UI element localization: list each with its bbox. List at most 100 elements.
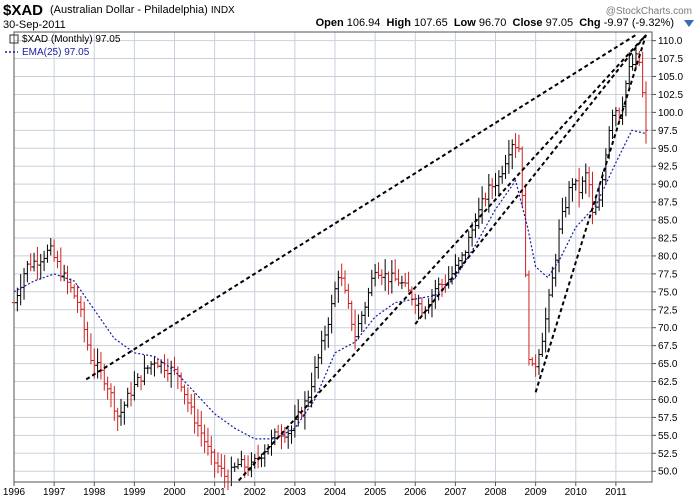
chart-symbol: $XAD: [3, 2, 44, 19]
ohlc-bar: [202, 424, 207, 453]
ohlc-bar: [643, 81, 648, 144]
ohlc-bar: [68, 278, 73, 293]
y-tick-label: 102.5: [658, 90, 683, 101]
y-tick-label: 90.0: [658, 180, 678, 191]
y-tick-label: 50.0: [658, 467, 678, 478]
high-value: 107.65: [414, 17, 448, 29]
ohlc-bar: [18, 273, 23, 306]
ohlc-bar: [302, 391, 307, 430]
legend-ema-label: EMA(25) 97.05: [22, 47, 90, 58]
close-value: 97.05: [545, 17, 574, 29]
y-tick-label: 92.5: [658, 162, 678, 173]
ohlc-bar: [553, 253, 558, 287]
ohlc-bar: [205, 427, 210, 456]
instrument-name: (Australian Dollar - Philadelphia): [50, 4, 208, 16]
x-tick-label: 1998: [83, 487, 106, 498]
ohlc-bar: [530, 357, 535, 367]
trendline: [534, 34, 647, 393]
ohlc-bar: [179, 372, 184, 392]
y-axis: 50.0 52.5 55.0 57.5 60.0 62.5 65.0 67.5 70.0 72.5…: [652, 36, 683, 478]
y-tick-label: 77.5: [658, 269, 678, 280]
ohlc-bar: [623, 80, 628, 117]
x-tick-label: 1997: [43, 487, 66, 498]
ohlc-bar: [169, 360, 174, 388]
x-tick-label: 2010: [565, 487, 588, 498]
ohlc-bar: [45, 244, 50, 263]
ohlc-bar: [533, 354, 538, 377]
ohlc-bar: [38, 253, 43, 280]
ema-line: [13, 129, 647, 440]
trendlines: [85, 34, 647, 482]
ohlc-bar: [105, 376, 110, 400]
ohlc-bar: [145, 365, 150, 374]
y-tick-label: 72.5: [658, 305, 678, 316]
ohlc-bar: [563, 196, 568, 218]
y-tick-label: 107.5: [658, 54, 683, 65]
ohlc-bar: [112, 385, 117, 421]
ohlc-bar: [403, 272, 408, 288]
ohlc-bar: [433, 279, 438, 309]
y-tick-label: 57.5: [658, 413, 678, 424]
ohlc-bar: [500, 165, 505, 184]
ohlc-bar: [373, 263, 378, 287]
ohlc-bar: [536, 349, 541, 375]
ohlc-bar: [406, 271, 411, 293]
ohlc-bar: [75, 285, 80, 313]
ohlc-bar: [580, 176, 585, 200]
x-tick-label: 1996: [3, 487, 26, 498]
ohlc-bar: [172, 356, 177, 376]
close-label: Close: [512, 17, 543, 29]
x-tick-label: 2000: [163, 487, 186, 498]
ohlc-bar: [152, 357, 157, 377]
ohlc-bar: [339, 263, 344, 287]
ohlc-bar: [493, 173, 498, 197]
ohlc-bar: [199, 410, 204, 447]
ohlc-bar: [65, 265, 70, 295]
ohlc-bar: [85, 321, 90, 351]
ohlc-bar: [516, 134, 521, 153]
ohlc-bar: [389, 260, 394, 294]
ohlc-bar: [506, 139, 511, 174]
x-axis: 1996 1997 1998 1999 2000 2001 2002 2003 2004 2005…: [3, 482, 627, 498]
high-label: High: [386, 17, 411, 29]
y-tick-label: 97.5: [658, 126, 678, 137]
open-value: 106.94: [346, 17, 381, 29]
ohlc-bar: [246, 455, 251, 477]
ohlc-bar: [557, 219, 562, 273]
ohlc-bar: [142, 355, 147, 386]
exchange-label: INDX: [210, 5, 235, 16]
low-label: Low: [453, 17, 476, 29]
ohlc-bar: [376, 262, 381, 279]
ohlc-bar: [503, 154, 508, 179]
ohlc-bar: [587, 166, 592, 198]
ohlc-bar: [189, 393, 194, 415]
ohlc-bar: [526, 270, 531, 366]
dropdown-arrow-icon[interactable]: [684, 20, 694, 27]
y-tick-label: 67.5: [658, 341, 678, 352]
ohlc-bar: [523, 184, 528, 278]
ohlc-bar: [78, 296, 83, 318]
ohlc-bar: [456, 257, 461, 274]
x-tick-label: 2011: [605, 487, 627, 498]
ohlc-bar: [630, 54, 635, 71]
y-tick-label: 80.0: [658, 251, 678, 262]
ohlc-bar: [540, 332, 545, 358]
ohlc-bar: [175, 366, 180, 390]
ohlc-bar: [496, 170, 501, 196]
x-tick-label: 2007: [444, 487, 467, 498]
y-tick-label: 105.0: [658, 72, 683, 83]
y-tick-label: 52.5: [658, 449, 678, 460]
ohlc-bar: [52, 239, 57, 262]
ohlc-bar: [42, 250, 47, 272]
ohlc-bar: [219, 453, 224, 477]
ohlc-bar: [48, 238, 53, 256]
x-tick-label: 2001: [204, 487, 227, 498]
x-tick-label: 2003: [284, 487, 307, 498]
y-tick-label: 65.0: [658, 359, 678, 370]
ohlc-bar: [98, 352, 103, 380]
y-tick-label: 82.5: [658, 233, 678, 244]
plot-frame: [13, 31, 653, 483]
ohlc-bar: [359, 311, 364, 332]
ohlc-bar: [195, 409, 200, 437]
ohlc-bar: [607, 126, 612, 160]
